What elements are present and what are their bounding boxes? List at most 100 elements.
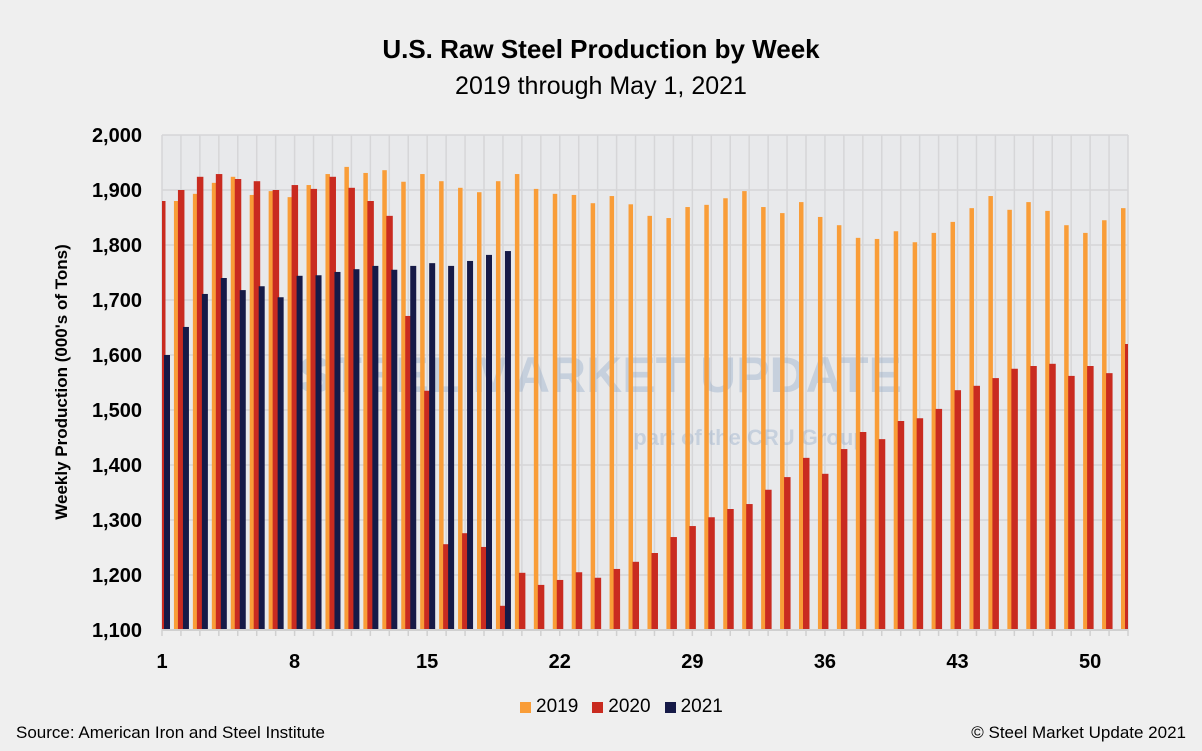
bar-2021-week-16 — [448, 265, 455, 630]
bar-2019-week-40 — [893, 231, 899, 630]
bar-2019-week-46 — [1007, 209, 1012, 630]
bar-2020-week-52 — [1125, 344, 1128, 630]
y-tick-label: 1,200 — [92, 565, 142, 587]
bar-2020-week-35 — [803, 457, 810, 630]
bar-2020-week-41 — [916, 418, 924, 630]
bar-2019-week-39 — [874, 238, 880, 630]
chart-subtitle: 2019 through May 1, 2021 — [455, 72, 747, 100]
bar-2021-week-1 — [164, 355, 170, 630]
bar-2021-week-13 — [391, 269, 398, 630]
bar-2021-week-14 — [410, 265, 417, 630]
bar-2020-week-17 — [462, 533, 469, 630]
bar-2020-week-28 — [670, 537, 677, 630]
bar-2019-week-37 — [836, 225, 842, 630]
bar-2020-week-20 — [518, 572, 526, 630]
bar-2019-week-27 — [647, 215, 652, 630]
bar-2020-week-50 — [1087, 366, 1094, 630]
x-tick-label: 1 — [156, 651, 167, 673]
bar-2019-week-47 — [1026, 202, 1031, 630]
bar-2019-week-22 — [552, 193, 558, 630]
bar-2020-week-46 — [1011, 368, 1018, 630]
legend: 2019 2020 2021 — [520, 696, 723, 718]
x-tick-label: 43 — [946, 651, 968, 673]
bar-2020-week-2 — [177, 190, 185, 630]
bar-2020-week-5 — [234, 179, 242, 630]
bar-2020-week-3 — [196, 176, 204, 630]
bar-2020-week-22 — [556, 579, 564, 630]
bar-2019-week-33 — [761, 207, 766, 630]
bar-2019-week-45 — [988, 196, 993, 630]
bar-2020-week-42 — [935, 408, 943, 630]
bar-2020-week-27 — [651, 553, 658, 630]
bar-2020-week-4 — [215, 174, 223, 630]
bar-2021-week-19 — [504, 251, 511, 630]
bar-2019-week-24 — [590, 203, 596, 630]
bar-2019-week-18 — [477, 192, 482, 630]
y-tick-label: 1,300 — [92, 510, 142, 532]
bar-2019-week-9 — [306, 185, 312, 630]
bar-2019-week-10 — [325, 174, 330, 630]
watermark-logo-subtitle: part of the CRU Group — [633, 425, 866, 450]
bar-2019-week-43 — [950, 221, 956, 630]
bar-2019-week-8 — [287, 197, 293, 630]
bar-2019-week-16 — [439, 181, 444, 630]
bar-2019-week-44 — [969, 208, 974, 630]
y-tick-label: 1,500 — [92, 400, 142, 422]
bar-2020-week-18 — [481, 546, 488, 630]
bar-2019-week-20 — [514, 174, 520, 630]
bar-2019-week-25 — [609, 196, 615, 630]
bar-2019-week-32 — [742, 191, 747, 630]
bar-2019-week-17 — [458, 187, 463, 630]
legend-swatch-2020 — [592, 701, 604, 713]
legend-item-2020: 2020 — [592, 696, 651, 718]
y-tick-label: 1,400 — [92, 455, 142, 477]
bar-2020-week-44 — [973, 385, 980, 630]
bar-2020-week-34 — [784, 477, 791, 630]
bar-2019-week-29 — [685, 207, 690, 630]
x-tick-label: 29 — [681, 651, 703, 673]
bar-2019-week-7 — [268, 191, 274, 630]
y-tick-label: 2,000 — [92, 125, 142, 147]
bar-2019-week-14 — [401, 181, 406, 630]
bar-2020-week-33 — [765, 489, 772, 630]
bar-2019-week-15 — [420, 174, 425, 630]
bar-2021-week-10 — [334, 271, 341, 630]
chart-title: U.S. Raw Steel Production by Week — [382, 34, 820, 64]
bar-2021-week-17 — [467, 260, 474, 630]
y-tick-label: 1,800 — [92, 235, 142, 257]
bar-2021-week-6 — [258, 286, 265, 630]
bar-2020-week-11 — [348, 187, 355, 630]
bar-2020-week-23 — [575, 572, 583, 630]
bar-2019-week-11 — [344, 166, 349, 630]
legend-label: 2021 — [680, 696, 723, 717]
bar-2020-week-15 — [424, 390, 431, 630]
bar-2021-week-15 — [429, 263, 436, 630]
bar-2021-week-3 — [201, 293, 208, 630]
bar-2019-week-36 — [817, 216, 823, 630]
bar-2019-week-23 — [571, 194, 577, 630]
bar-2021-week-12 — [372, 265, 379, 630]
bar-2020-week-47 — [1030, 366, 1037, 630]
copyright-note: © Steel Market Update 2021 — [971, 723, 1186, 742]
bar-2020-week-40 — [897, 421, 905, 630]
bar-2019-week-6 — [249, 194, 255, 630]
bar-2019-week-30 — [704, 204, 709, 630]
bar-2021-week-4 — [220, 278, 227, 630]
bar-2020-week-39 — [878, 439, 886, 630]
bar-2020-week-6 — [253, 181, 261, 630]
bar-2020-week-16 — [443, 544, 450, 630]
bar-2019-week-34 — [780, 213, 785, 630]
y-tick-label: 1,600 — [92, 345, 142, 367]
legend-item-2019: 2019 — [520, 696, 578, 718]
legend-swatch-2021 — [664, 701, 676, 713]
y-tick-label: 1,700 — [92, 290, 142, 312]
legend-label: 2020 — [608, 696, 651, 717]
legend-label: 2019 — [536, 696, 579, 717]
x-tick-label: 15 — [416, 651, 438, 673]
bar-2021-week-11 — [353, 269, 360, 630]
legend-item-2021: 2021 — [664, 696, 723, 718]
bar-2020-week-10 — [329, 176, 336, 630]
bar-2021-week-18 — [486, 254, 492, 630]
bar-2020-week-19 — [499, 605, 507, 630]
